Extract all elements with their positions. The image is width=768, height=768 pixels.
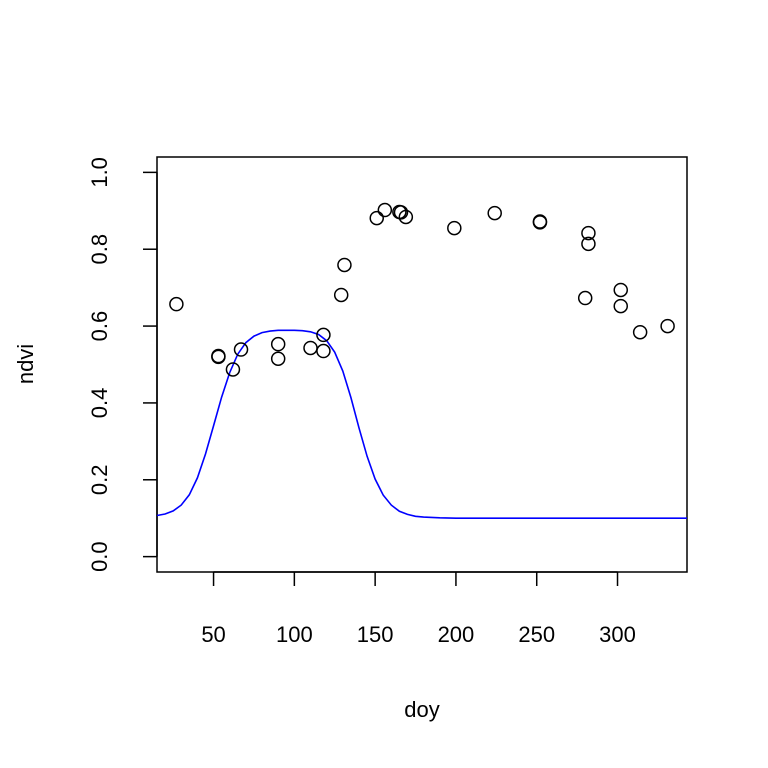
y-tick-label: 1.0 <box>87 157 112 188</box>
data-point <box>377 202 393 218</box>
data-point <box>398 209 414 225</box>
data-point <box>270 336 286 352</box>
data-point <box>316 327 331 343</box>
y-tick-label: 0.0 <box>87 541 112 572</box>
data-point <box>316 343 331 359</box>
data-point <box>532 214 548 229</box>
data-point <box>169 296 184 312</box>
fit-line-group <box>156 329 687 519</box>
data-point <box>632 324 648 340</box>
x-tick-label: 250 <box>518 622 555 647</box>
x-axis-title: doy <box>404 697 439 722</box>
y-tick-label: 0.6 <box>87 311 112 342</box>
data-point <box>581 236 596 252</box>
data-point <box>225 362 241 377</box>
data-point <box>487 205 502 221</box>
y-tick-label: 0.2 <box>87 464 112 495</box>
data-point <box>211 349 226 365</box>
y-tick-label: 0.4 <box>87 388 112 419</box>
data-point <box>233 342 249 357</box>
fit-line <box>156 329 687 519</box>
data-point <box>303 340 318 356</box>
data-point <box>369 210 385 226</box>
data-point <box>577 290 593 306</box>
data-point <box>613 282 628 298</box>
data-point <box>581 225 596 241</box>
data-point <box>447 220 462 236</box>
x-axis: 50 100 150 200 250 300 <box>201 571 636 647</box>
data-point <box>613 298 628 314</box>
x-tick-label: 200 <box>438 622 475 647</box>
data-point <box>337 257 352 273</box>
x-tick-label: 150 <box>357 622 394 647</box>
x-tick-label: 100 <box>276 622 313 647</box>
x-tick-label: 300 <box>599 622 636 647</box>
y-tick-label: 0.8 <box>87 234 112 265</box>
x-tick-label: 50 <box>201 622 225 647</box>
data-point <box>270 351 286 366</box>
y-axis: 0.0 0.2 0.4 0.6 0.8 1.0 <box>87 157 158 572</box>
data-point <box>393 205 409 220</box>
data-point <box>333 287 349 303</box>
data-point <box>660 318 675 334</box>
points-group <box>169 202 675 377</box>
y-axis-title: ndvi <box>13 344 38 384</box>
